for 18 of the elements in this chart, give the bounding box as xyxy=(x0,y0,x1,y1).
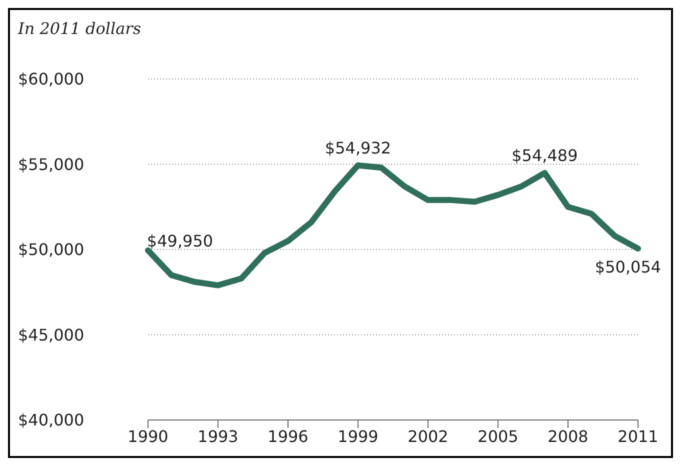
annotation: $54,489 xyxy=(512,146,578,165)
x-tick-label: 1999 xyxy=(338,427,378,446)
y-axis-title: In 2011 dollars xyxy=(17,19,142,38)
x-tick-label: 2005 xyxy=(478,427,518,446)
annotation: $54,932 xyxy=(324,138,392,158)
x-tick-label: 2008 xyxy=(548,427,588,446)
x-tick-label: 1993 xyxy=(198,427,238,446)
y-tick-label: $55,000 xyxy=(18,154,84,174)
y-tick-label: $45,000 xyxy=(18,325,84,344)
y-tick-label: $60,000 xyxy=(18,70,84,89)
y-tick-label: $50,000 xyxy=(18,240,84,260)
annotation: $50,054 xyxy=(594,258,662,277)
x-tick-label: 2011 xyxy=(618,427,658,446)
x-tick-label: 1990 xyxy=(128,427,168,446)
x-tick-label: 2002 xyxy=(408,427,448,446)
x-tick-label: 1996 xyxy=(268,427,308,446)
annotation: $49,950 xyxy=(146,231,214,250)
y-tick-label: $40,000 xyxy=(18,410,84,430)
